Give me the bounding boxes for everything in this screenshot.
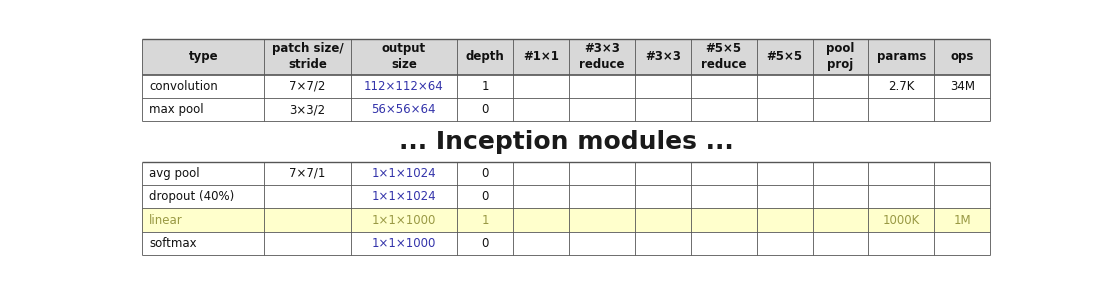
Text: 3×3/2: 3×3/2 [290,103,326,116]
Text: #3×3
reduce: #3×3 reduce [579,42,624,71]
Bar [143,162,990,185]
Text: depth: depth [465,50,505,63]
Bar [143,98,990,121]
Text: output
size: output size [382,42,425,71]
Text: patch size/
stride: patch size/ stride [272,42,344,71]
Text: #1×1: #1×1 [523,50,559,63]
Bar [143,232,990,255]
Text: dropout (40%): dropout (40%) [149,190,234,203]
Text: 1000K: 1000K [883,214,920,227]
Text: 1: 1 [482,214,488,227]
Text: #3×3: #3×3 [645,50,681,63]
Text: 1×1×1024: 1×1×1024 [371,190,436,203]
Text: 0: 0 [482,190,488,203]
Text: ... Inception modules ...: ... Inception modules ... [399,129,734,153]
Text: 1×1×1000: 1×1×1000 [371,214,436,227]
Text: 112×112×64: 112×112×64 [364,80,444,93]
Text: 34M: 34M [950,80,975,93]
Text: 0: 0 [482,103,488,116]
Text: 2.7K: 2.7K [888,80,915,93]
Text: avg pool: avg pool [149,167,200,180]
Text: ops: ops [950,50,974,63]
Text: 1×1×1000: 1×1×1000 [371,237,436,250]
Text: 0: 0 [482,167,488,180]
Text: type: type [189,50,218,63]
Text: params: params [876,50,926,63]
Bar [143,39,990,75]
Text: 7×7/1: 7×7/1 [290,167,326,180]
Text: 1M: 1M [954,214,971,227]
Text: #5×5
reduce: #5×5 reduce [701,42,747,71]
Text: max pool: max pool [149,103,204,116]
Text: convolution: convolution [149,80,218,93]
Text: 7×7/2: 7×7/2 [290,80,326,93]
Text: #5×5: #5×5 [767,50,802,63]
Bar [143,75,990,98]
Text: softmax: softmax [149,237,197,250]
Text: 1: 1 [482,80,488,93]
Text: 0: 0 [482,237,488,250]
Bar [143,208,990,232]
Text: 1×1×1024: 1×1×1024 [371,167,436,180]
Text: linear: linear [149,214,183,227]
Bar [143,185,990,208]
Text: pool
proj: pool proj [827,42,854,71]
Text: 56×56×64: 56×56×64 [371,103,436,116]
